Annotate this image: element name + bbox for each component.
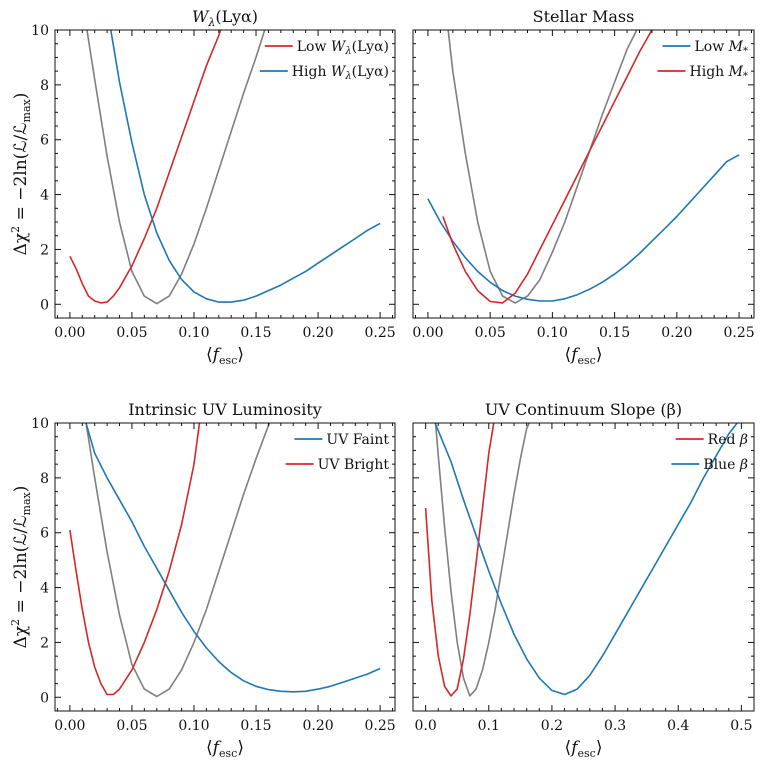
plot-frame <box>54 422 396 712</box>
x-tick-label: 0.05 <box>475 325 506 341</box>
y-axis-label: Δχ2 = −2ln(ℒ/ℒmax) <box>9 486 33 649</box>
series-line-full-sample <box>86 30 266 305</box>
x-tick-label: 0.25 <box>723 325 754 341</box>
legend-label: Low Wλ(Lyα) <box>297 39 389 57</box>
x-tick-label: 0.20 <box>302 718 333 734</box>
x-tick-label: 0.25 <box>365 718 396 734</box>
y-axis-label: Δχ2 = −2ln(ℒ/ℒmax) <box>9 93 33 256</box>
chart-panel-2: 0.00 0.05 0.10 0.15 0.20 0.25 Stellar Mass ⟨fes… <box>412 7 754 367</box>
x-tick-label: 0.15 <box>240 325 271 341</box>
plot-frame <box>412 422 755 712</box>
chart-title: Wλ(Lyα) <box>192 7 258 29</box>
legend: UV Faint UV Bright <box>285 432 390 473</box>
legend: Red β Blue β <box>671 432 748 473</box>
chart-panel-4: 0.0 0.1 0.2 0.3 0.4 0.5 UV Continuum Slope (β)… <box>412 400 755 760</box>
legend-label: High M* <box>690 64 748 82</box>
y-tick-label: 6 <box>40 133 49 149</box>
plot-frame <box>54 29 396 319</box>
series-line-full-sample <box>447 30 638 304</box>
series-line-full-sample <box>434 423 531 697</box>
chart-title: Stellar Mass <box>533 7 635 26</box>
x-tick-label: 0.20 <box>302 325 333 341</box>
series-group <box>69 30 381 305</box>
x-axis-label: ⟨fesc⟩ <box>565 738 603 760</box>
x-tick-label: 0.10 <box>178 718 209 734</box>
x-tick-label: 0.10 <box>537 325 568 341</box>
x-tick-label: 0.15 <box>240 718 271 734</box>
x-axis-label: ⟨fesc⟩ <box>206 345 244 367</box>
series-group <box>424 423 739 697</box>
x-tick-label: 0.4 <box>667 718 689 734</box>
x-tick-label: 0.3 <box>604 718 626 734</box>
x-tick-label: 0.0 <box>414 718 436 734</box>
series-line-uv-faint <box>85 423 381 693</box>
series-line-uv-bright <box>69 423 201 696</box>
x-tick-label: 0.15 <box>599 325 630 341</box>
x-tick-label: 0.1 <box>478 718 500 734</box>
x-axis-label: ⟨fesc⟩ <box>206 738 244 760</box>
series-group <box>69 423 381 698</box>
series-line-full-sample <box>85 423 271 698</box>
x-tick-label: 0.05 <box>116 718 147 734</box>
plot-frame <box>412 29 755 319</box>
chart-panel-3: 0.00 0.05 0.10 0.15 0.20 0.25 0 2 4 6 8 10 Intrinsic… <box>9 400 396 760</box>
series-line-high-m- <box>442 30 653 304</box>
x-tick-label: 0.00 <box>412 325 443 341</box>
y-tick-label: 10 <box>31 416 49 432</box>
x-tick-label: 0.20 <box>661 325 692 341</box>
y-tick-label: 0 <box>40 690 49 706</box>
x-tick-label: 0.25 <box>365 325 396 341</box>
y-tick-label: 0 <box>40 297 49 313</box>
x-tick-label: 0.00 <box>54 325 85 341</box>
legend-label: Blue β <box>703 457 748 473</box>
x-tick-label: 0.05 <box>116 325 147 341</box>
legend-label: UV Faint <box>326 432 389 448</box>
y-tick-label: 6 <box>40 526 49 542</box>
series-line-low-m- <box>427 154 740 302</box>
legend: Low Wλ(Lyα) High Wλ(Lyα) <box>259 39 389 82</box>
legend-label: UV Bright <box>318 457 390 473</box>
chart-title: UV Continuum Slope (β) <box>485 400 682 419</box>
series-line-red- <box>424 423 495 697</box>
legend-label: High Wλ(Lyα) <box>292 64 389 82</box>
y-tick-label: 10 <box>31 23 49 39</box>
y-tick-label: 4 <box>40 581 49 597</box>
legend-label: Low M* <box>694 39 748 57</box>
x-tick-label: 0.2 <box>541 718 563 734</box>
legend-label: Red β <box>708 432 748 448</box>
y-tick-label: 8 <box>40 471 49 487</box>
y-tick-label: 2 <box>40 242 49 258</box>
x-tick-label: 0.5 <box>730 718 752 734</box>
y-tick-label: 2 <box>40 635 49 651</box>
x-axis-label: ⟨fesc⟩ <box>565 345 603 367</box>
series-line-low-w-ly- <box>69 30 222 304</box>
chart-title: Intrinsic UV Luminosity <box>128 400 322 419</box>
legend: Low M* High M* <box>657 39 748 82</box>
chart-panel-1: 0.00 0.05 0.10 0.15 0.20 0.25 0 2 4 6 8 10 Wλ(Lyα) ⟨f… <box>9 7 396 367</box>
series-group <box>427 30 740 304</box>
y-tick-label: 4 <box>40 188 49 204</box>
series-line-blue- <box>434 423 739 696</box>
series-line-high-w-ly- <box>110 30 381 303</box>
x-tick-label: 0.00 <box>54 718 85 734</box>
x-tick-label: 0.10 <box>178 325 209 341</box>
y-tick-label: 8 <box>40 78 49 94</box>
